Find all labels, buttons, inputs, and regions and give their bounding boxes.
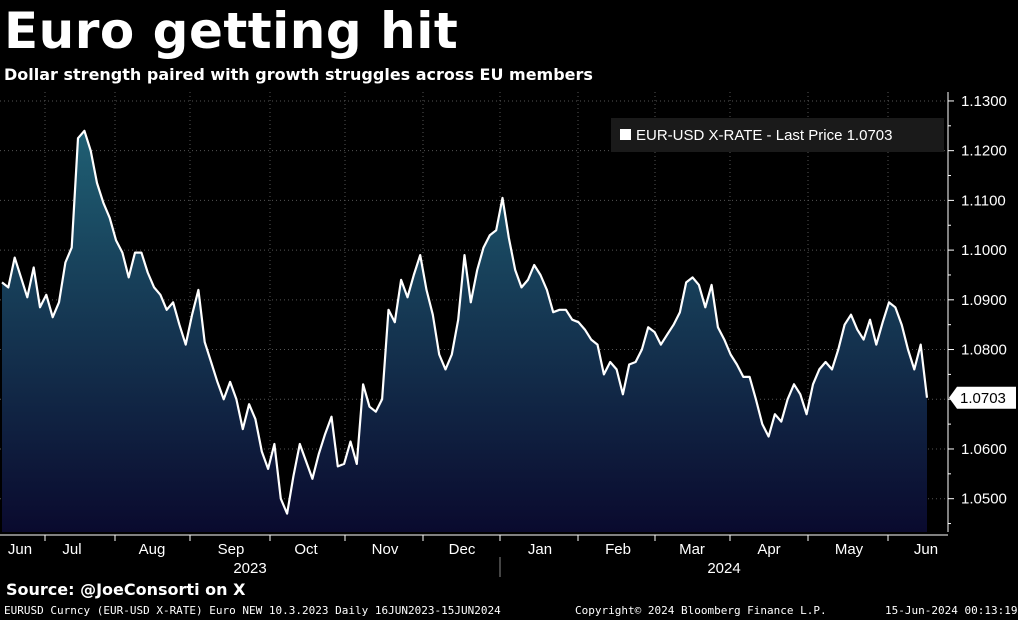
legend-box (611, 118, 944, 152)
y-tick-label: 1.0900 (961, 292, 1007, 309)
x-tick-label-month: Jul (62, 541, 81, 558)
x-axis-ticks: Jun Jul Aug Sep Oct Nov Dec Jan Feb Mar Apr May Jun 2… (8, 535, 938, 577)
x-tick-label-month: Jan (528, 541, 552, 558)
legend-label: EUR-USD X-RATE - Last Price 1.0703 (636, 127, 892, 144)
y-tick-label: 1.1300 (961, 93, 1007, 110)
last-value-marker: 1.0703 (949, 386, 1016, 409)
legend-swatch (620, 129, 631, 140)
y-tick-label: 1.1100 (961, 192, 1006, 209)
price-area-fill (2, 130, 927, 533)
x-tick-label-month: Jun (914, 541, 938, 558)
footer-timestamp: 15-Jun-2024 00:13:19 (885, 604, 1018, 617)
y-tick-label: 1.0600 (961, 441, 1007, 458)
x-tick-label-month: May (835, 541, 864, 558)
y-axis-ticks: 1.05001.06001.07001.08001.09001.10001.11… (948, 93, 1007, 525)
footer-ticker-info: EURUSD Curncy (EUR-USD X-RATE) Euro NEW … (4, 604, 501, 617)
legend: EUR-USD X-RATE - Last Price 1.0703 (611, 118, 944, 152)
axes (0, 92, 949, 536)
y-tick-label: 1.1000 (961, 242, 1007, 259)
x-tick-label-month: Apr (757, 541, 780, 558)
x-tick-label-month: Sep (218, 541, 245, 558)
footer-copyright: Copyright© 2024 Bloomberg Finance L.P. (575, 604, 827, 617)
last-value-label: 1.0703 (960, 390, 1006, 407)
price-line (1, 129, 929, 515)
x-tick-label-month: Mar (679, 541, 705, 558)
x-tick-label-month: Jun (8, 541, 32, 558)
chart-subtitle: Dollar strength paired with growth strug… (4, 65, 593, 84)
y-tick-label: 1.0500 (961, 491, 1007, 508)
x-tick-label-month: Nov (372, 541, 399, 558)
x-tick-label-year: 2023 (233, 560, 266, 577)
x-tick-label-year: 2024 (707, 560, 740, 577)
chart-title: Euro getting hit (4, 2, 459, 60)
x-tick-label-month: Aug (139, 541, 166, 558)
y-tick-label: 1.1200 (961, 143, 1007, 160)
source-note: Source: @JoeConsorti on X (6, 580, 246, 599)
last-value-tag (949, 386, 1016, 409)
x-tick-label-month: Dec (449, 541, 476, 558)
x-tick-label-month: Oct (294, 541, 318, 558)
y-tick-label: 1.0800 (961, 342, 1007, 359)
x-tick-label-month: Feb (605, 541, 631, 558)
